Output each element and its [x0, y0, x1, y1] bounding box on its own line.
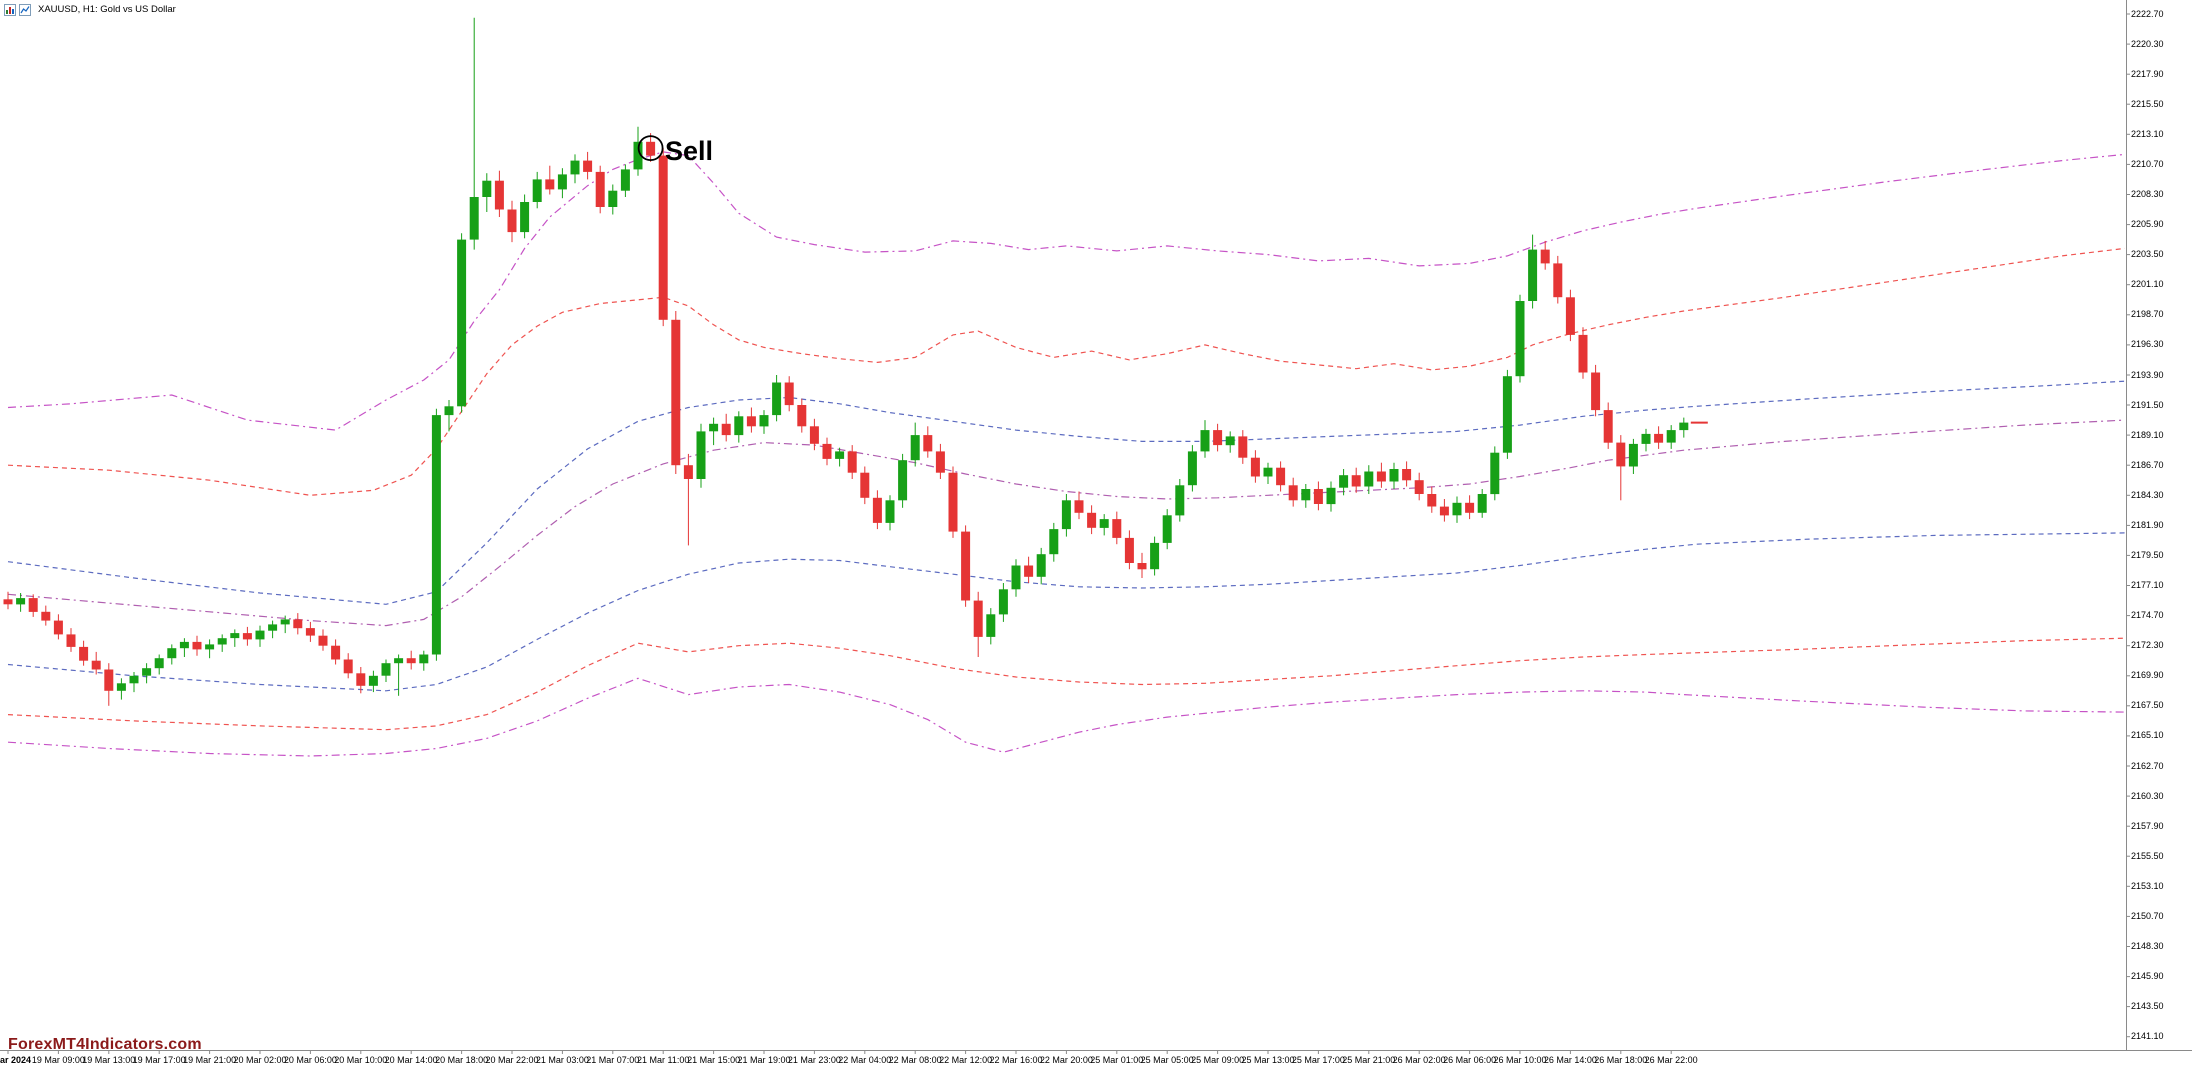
price-label: 2150.70 [2131, 910, 2164, 921]
price-label: 2174.70 [2131, 610, 2164, 621]
time-label: 22 Mar 08:00 [888, 1055, 942, 1065]
time-label: 26 Mar 14:00 [1543, 1055, 1597, 1065]
time-label: 21 Mar 19:00 [737, 1055, 791, 1065]
price-label: 2213.10 [2131, 128, 2164, 139]
time-label: 21 Mar 11:00 [637, 1055, 690, 1065]
price-label: 2160.30 [2131, 790, 2164, 801]
band-red_bot [7, 637, 2125, 731]
price-label: 2179.50 [2131, 549, 2164, 560]
price-label: 2167.50 [2131, 700, 2164, 711]
time-label: 20 Mar 22:00 [485, 1055, 539, 1065]
band-center [7, 419, 2125, 627]
price-label: 2153.10 [2131, 880, 2164, 891]
price-label: 2165.10 [2131, 730, 2164, 741]
price-label: 2210.70 [2131, 158, 2164, 169]
price-label: 2181.90 [2131, 519, 2164, 530]
time-label: 25 Mar 09:00 [1191, 1055, 1245, 1065]
time-label: 9 Mar 2024 [0, 1055, 32, 1065]
axis-ticks [7, 13, 2130, 1054]
time-label: 22 Mar 16:00 [989, 1055, 1043, 1065]
time-label: 25 Mar 17:00 [1291, 1055, 1345, 1065]
price-label: 2184.30 [2131, 489, 2164, 500]
time-label: 20 Mar 18:00 [435, 1055, 489, 1065]
time-label: 20 Mar 10:00 [334, 1055, 388, 1065]
sell-marker-circle [637, 135, 664, 162]
time-label: 19 Mar 17:00 [132, 1055, 186, 1065]
time-label: 21 Mar 03:00 [535, 1055, 589, 1065]
time-label: 25 Mar 13:00 [1241, 1055, 1295, 1065]
candles [3, 17, 1689, 706]
time-label: 19 Mar 13:00 [82, 1055, 136, 1065]
band-blue_top [7, 380, 2125, 605]
price-label: 2148.30 [2131, 941, 2164, 951]
band-magenta_bot [7, 677, 2125, 757]
price-label: 2215.50 [2131, 98, 2164, 109]
time-label: 26 Mar 06:00 [1443, 1055, 1497, 1065]
indicator-bands [7, 151, 2125, 757]
time-label: 26 Mar 02:00 [1392, 1055, 1446, 1065]
price-label: 2191.50 [2131, 399, 2164, 410]
price-label: 2186.70 [2131, 459, 2164, 470]
time-label: 21 Mar 23:00 [787, 1055, 841, 1065]
price-label: 2205.90 [2131, 219, 2164, 230]
price-label: 2162.70 [2131, 760, 2164, 771]
time-label: 25 Mar 01:00 [1090, 1055, 1144, 1065]
time-label: 19 Mar 21:00 [183, 1055, 237, 1065]
time-axis-separator [0, 1050, 2192, 1051]
price-label: 2222.70 [2131, 8, 2164, 19]
price-label: 2198.70 [2131, 309, 2164, 320]
price-label: 2143.50 [2131, 1001, 2164, 1012]
price-label: 2217.90 [2131, 68, 2164, 79]
band-red_top [7, 247, 2125, 496]
time-label: 26 Mar 22:00 [1644, 1055, 1698, 1065]
band-blue_bot [7, 532, 2125, 692]
time-label: 26 Mar 18:00 [1594, 1055, 1648, 1065]
price-label: 2201.10 [2131, 279, 2164, 290]
price-label: 2208.30 [2131, 189, 2164, 199]
time-label: 21 Mar 15:00 [687, 1055, 741, 1065]
band-magenta_top [7, 151, 2125, 431]
time-label: 26 Mar 10:00 [1493, 1055, 1547, 1065]
watermark: ForexMT4Indicators.com [8, 1036, 202, 1053]
time-label: 25 Mar 05:00 [1140, 1055, 1194, 1065]
time-label: 19 Mar 09:00 [31, 1055, 85, 1065]
price-label: 2141.10 [2131, 1031, 2164, 1042]
time-label: 25 Mar 21:00 [1342, 1055, 1396, 1065]
price-label: 2177.10 [2131, 580, 2164, 590]
price-label: 2155.50 [2131, 850, 2164, 861]
price-label: 2172.30 [2131, 640, 2164, 651]
time-label: 20 Mar 06:00 [283, 1055, 337, 1065]
price-label: 2196.30 [2131, 339, 2164, 350]
price-label: 2157.90 [2131, 820, 2164, 831]
price-label: 2193.90 [2131, 369, 2164, 380]
time-label: 22 Mar 20:00 [1039, 1055, 1093, 1065]
time-label: 21 Mar 07:00 [586, 1055, 640, 1065]
price-label: 2169.90 [2131, 670, 2164, 681]
chart-window-icon[interactable] [4, 3, 16, 16]
time-label: 20 Mar 02:00 [233, 1055, 287, 1065]
price-label: 2203.50 [2131, 249, 2164, 260]
indicator-window-icon[interactable] [19, 3, 31, 16]
price-label: 2145.90 [2131, 971, 2164, 982]
time-label: 22 Mar 12:00 [939, 1055, 993, 1065]
price-label: 2189.10 [2131, 429, 2164, 440]
time-label: 20 Mar 14:00 [384, 1055, 438, 1065]
chart-title: XAUUSD, H1: Gold vs US Dollar [38, 3, 176, 15]
price-axis-separator [2126, 0, 2127, 1050]
price-label: 2220.30 [2131, 38, 2164, 49]
chart-titlebar: XAUUSD, H1: Gold vs US Dollar [4, 2, 176, 16]
sell-label[interactable]: Sell [665, 136, 714, 166]
time-label: 22 Mar 04:00 [838, 1055, 892, 1065]
